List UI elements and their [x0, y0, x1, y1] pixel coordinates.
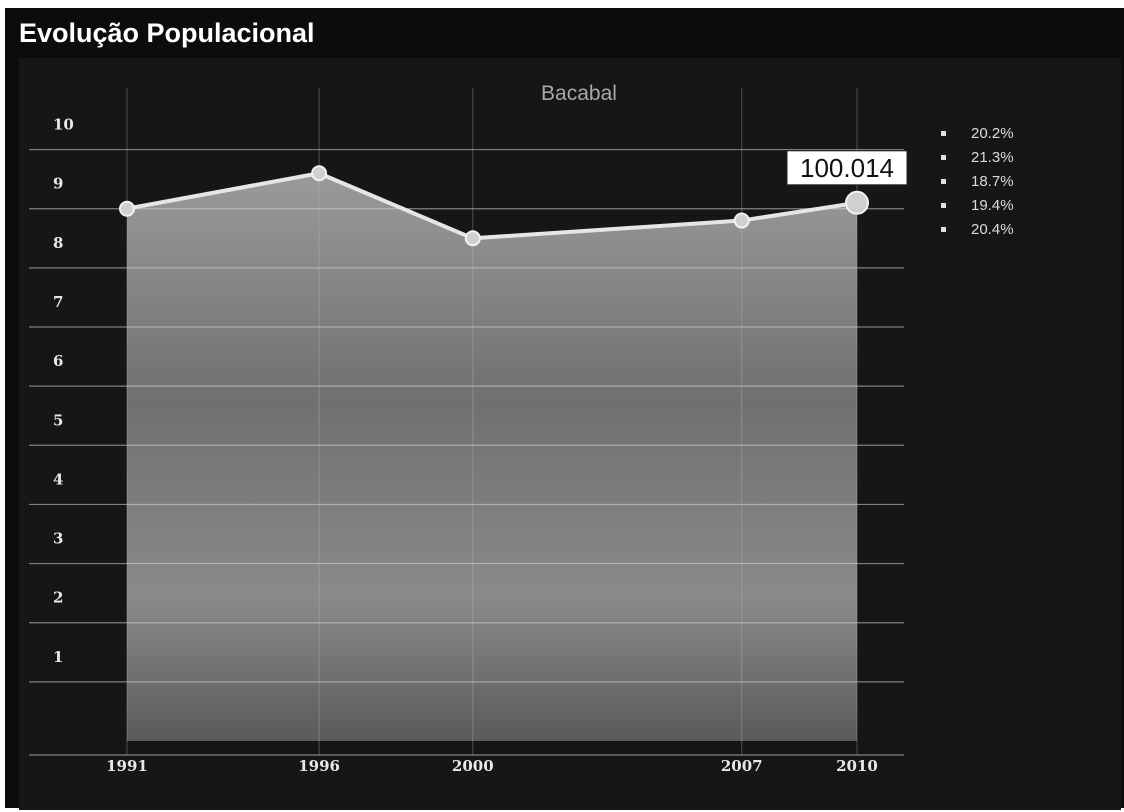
y-tick-label: 10 — [53, 116, 74, 134]
y-tick-label: 3 — [53, 530, 63, 548]
y-tick-label: 4 — [53, 470, 63, 488]
legend-entry: 19.4% — [971, 197, 1014, 214]
header-title: Evolução Populacional — [19, 18, 315, 48]
legend-entry: 18.7% — [971, 173, 1014, 190]
data-point[interactable] — [464, 230, 481, 247]
legend-marker — [941, 155, 946, 160]
y-tick-label: 8 — [53, 234, 63, 252]
chart-window: Evolução Populacional 1 2 3 4 5 6 7 8 9 10 1991 19… — [5, 8, 1124, 810]
legend-marker — [941, 227, 946, 232]
population-chart: 1 2 3 4 5 6 7 8 9 10 1991 1996 2000 2007 2010 Bacabal… — [29, 82, 1014, 775]
x-tick-label: 2007 — [721, 757, 763, 775]
callout-box — [786, 150, 908, 186]
x-tick-label: 1996 — [298, 757, 340, 775]
chart-title: Bacabal — [541, 82, 617, 105]
legend-entry: 20.4% — [971, 221, 1014, 238]
legend-marker — [941, 131, 946, 136]
x-tick-label: 2010 — [836, 757, 878, 775]
population-area — [127, 173, 857, 741]
data-point[interactable] — [845, 190, 869, 215]
y-tick-label: 5 — [53, 411, 63, 429]
x-tick-label: 1991 — [106, 757, 148, 775]
legend-entry: 20.2% — [971, 125, 1014, 142]
legend-marker — [941, 203, 946, 208]
callout-label: 100.014 — [800, 153, 894, 183]
x-tick-label: 2000 — [452, 757, 494, 775]
data-point[interactable] — [311, 165, 328, 182]
data-point[interactable] — [119, 200, 135, 217]
y-tick-label: 6 — [53, 352, 63, 370]
y-tick-label: 7 — [53, 293, 63, 311]
y-tick-label: 9 — [53, 175, 63, 193]
data-point[interactable] — [733, 212, 750, 229]
plot-panel: 1 2 3 4 5 6 7 8 9 10 1991 1996 2000 2007 2010 Bacabal… — [19, 58, 1121, 810]
legend-marker — [941, 179, 946, 184]
y-tick-label: 1 — [53, 648, 63, 666]
y-tick-label: 2 — [53, 589, 63, 607]
legend-entry: 21.3% — [971, 149, 1014, 166]
